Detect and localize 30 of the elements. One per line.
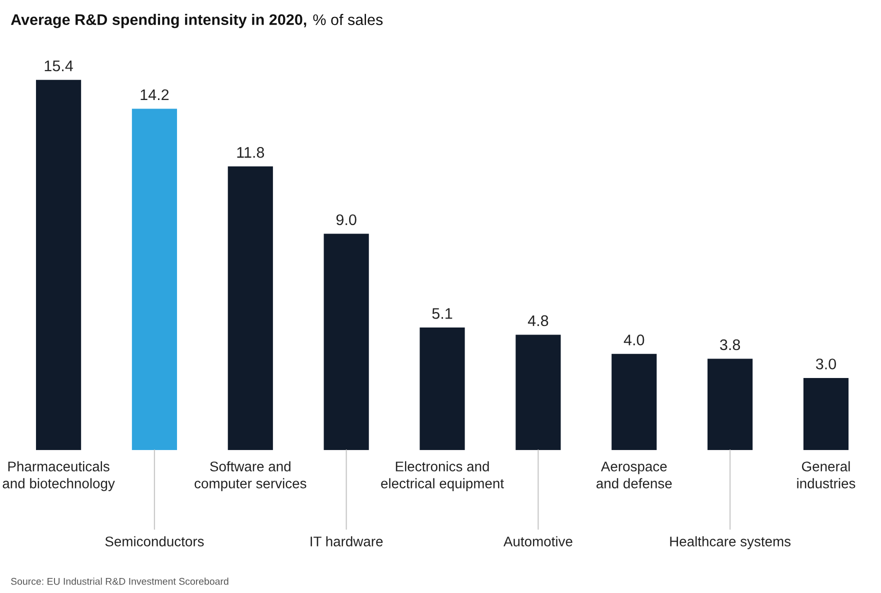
data-label: 9.0: [336, 214, 356, 226]
bar: [324, 234, 369, 450]
data-label: 14.2: [140, 89, 169, 100]
bar: [516, 334, 561, 450]
data-label: 3.8: [720, 339, 740, 350]
bar: [420, 327, 465, 450]
data-label: 11.8: [237, 147, 264, 158]
bar: [708, 358, 753, 450]
x-tick-label: Pharmaceuticals and biotechnology: [2, 461, 115, 492]
x-tick-label: Aerospace and defense: [596, 462, 672, 488]
bar: [132, 108, 178, 450]
bar: [803, 378, 849, 450]
x-tick-label: Software and computer services: [194, 461, 306, 492]
x-tick-label: General industries: [797, 461, 856, 488]
x-tick-label: Electronics and electrical equipment: [381, 461, 504, 492]
bar: [228, 166, 273, 450]
data-label: 4.0: [624, 334, 644, 346]
bar: [36, 80, 82, 450]
chart-title: Average R&D spending intensity in 2020,: [10, 14, 306, 28]
bar: [612, 354, 657, 450]
source-note: Source: EU Industrial R&D Investment Scoreboard: [11, 578, 228, 585]
data-label: 3.0: [816, 358, 836, 370]
x-tick-label: Healthcare systems: [670, 536, 791, 550]
x-tick-label: Automotive: [503, 536, 572, 546]
x-tick-label: Semiconductors: [105, 536, 204, 546]
data-label: 15.4: [44, 60, 73, 72]
data-label: 4.8: [528, 315, 548, 326]
data-label: 5.1: [432, 308, 452, 319]
chart-subtitle: % of sales: [313, 14, 383, 26]
x-tick-label: IT hardware: [310, 536, 383, 546]
